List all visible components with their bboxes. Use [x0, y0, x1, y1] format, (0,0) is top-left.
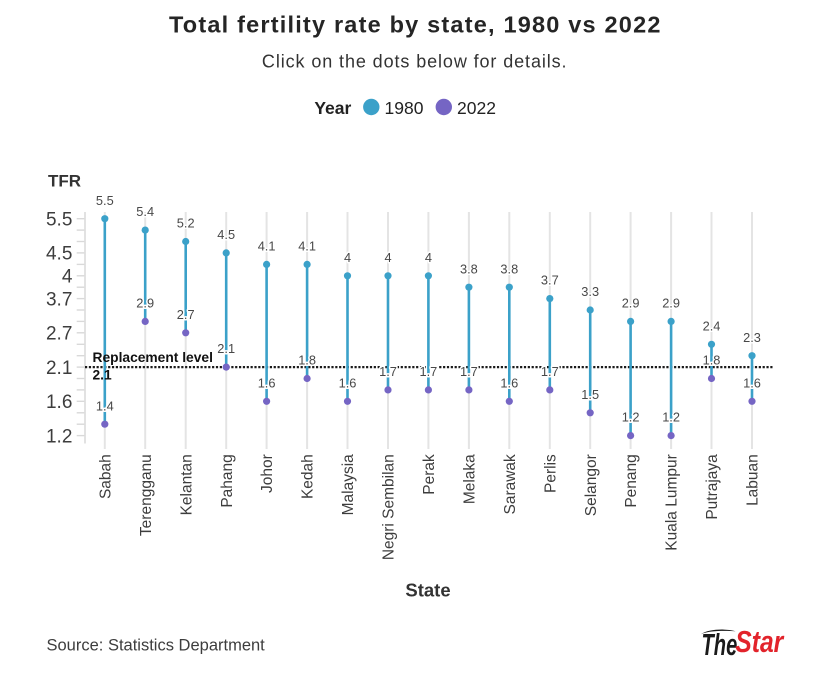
svg-text:Perlis: Perlis [542, 454, 559, 493]
svg-text:Pahang: Pahang [219, 454, 236, 507]
svg-text:TFR: TFR [48, 172, 81, 191]
svg-text:2.3: 2.3 [743, 330, 761, 345]
svg-text:Terengganu: Terengganu [138, 454, 155, 536]
svg-text:2022: 2022 [457, 98, 496, 118]
svg-text:Penang: Penang [623, 454, 640, 507]
svg-text:1.7: 1.7 [420, 364, 438, 379]
svg-text:5.5: 5.5 [96, 193, 114, 208]
svg-text:1.8: 1.8 [298, 353, 316, 368]
svg-text:1.7: 1.7 [541, 364, 559, 379]
svg-text:Perak: Perak [421, 454, 438, 495]
svg-text:4.5: 4.5 [217, 227, 235, 242]
svg-text:Source: Statistics Department: Source: Statistics Department [47, 636, 266, 654]
svg-text:1.4: 1.4 [96, 398, 114, 413]
svg-text:2.7: 2.7 [46, 324, 72, 345]
svg-text:4: 4 [344, 250, 351, 265]
svg-text:2.1: 2.1 [93, 368, 113, 383]
svg-text:Total fertility rate by state,: Total fertility rate by state, 1980 vs 2… [169, 12, 662, 38]
svg-text:Kedah: Kedah [300, 454, 317, 499]
svg-text:2.1: 2.1 [46, 358, 72, 379]
svg-text:4: 4 [62, 267, 73, 288]
svg-text:The: The [702, 629, 738, 662]
svg-text:4.5: 4.5 [46, 244, 72, 265]
svg-text:2.9: 2.9 [136, 296, 154, 311]
svg-text:Kelantan: Kelantan [178, 454, 195, 515]
svg-text:4.1: 4.1 [298, 239, 316, 254]
svg-text:Johor: Johor [259, 454, 276, 493]
svg-text:Negri Sembilan: Negri Sembilan [381, 454, 398, 560]
svg-text:Replacement level: Replacement level [93, 350, 213, 365]
svg-text:3.8: 3.8 [460, 261, 478, 276]
svg-text:1.2: 1.2 [662, 410, 680, 425]
svg-text:1.8: 1.8 [703, 353, 721, 368]
svg-text:5.4: 5.4 [136, 204, 154, 219]
svg-text:2.9: 2.9 [662, 296, 680, 311]
svg-text:State: State [405, 580, 450, 601]
svg-text:Sabah: Sabah [97, 454, 114, 499]
svg-text:Star: Star [735, 625, 785, 659]
svg-text:1.2: 1.2 [46, 426, 72, 447]
svg-text:1.6: 1.6 [743, 375, 761, 390]
svg-text:Putrajaya: Putrajaya [704, 454, 721, 520]
svg-text:Labuan: Labuan [745, 454, 762, 506]
svg-text:Kuala Lumpur: Kuala Lumpur [664, 454, 681, 551]
svg-text:1.6: 1.6 [258, 375, 276, 390]
svg-text:Year: Year [314, 98, 351, 118]
svg-text:2.7: 2.7 [177, 307, 195, 322]
svg-text:2.1: 2.1 [217, 341, 235, 356]
svg-text:1980: 1980 [385, 98, 424, 118]
svg-text:Click on the dots below for de: Click on the dots below for details. [262, 51, 568, 71]
svg-text:3.7: 3.7 [541, 273, 559, 288]
svg-text:2.4: 2.4 [703, 318, 721, 333]
svg-text:2.9: 2.9 [622, 296, 640, 311]
svg-text:Sarawak: Sarawak [502, 454, 519, 515]
svg-text:1.6: 1.6 [500, 375, 518, 390]
svg-text:1.2: 1.2 [622, 410, 640, 425]
svg-text:1.7: 1.7 [379, 364, 397, 379]
svg-text:4.1: 4.1 [258, 239, 276, 254]
svg-text:4: 4 [384, 250, 391, 265]
svg-text:3.8: 3.8 [500, 261, 518, 276]
svg-text:4: 4 [425, 250, 432, 265]
svg-text:1.6: 1.6 [339, 375, 357, 390]
svg-text:3.3: 3.3 [581, 284, 599, 299]
svg-text:Selangor: Selangor [583, 454, 600, 516]
svg-text:Malaysia: Malaysia [340, 454, 357, 516]
svg-text:1.6: 1.6 [46, 392, 72, 413]
svg-text:3.7: 3.7 [46, 289, 72, 310]
svg-text:1.7: 1.7 [460, 364, 478, 379]
svg-text:Melaka: Melaka [462, 454, 479, 504]
svg-text:5.2: 5.2 [177, 216, 195, 231]
svg-text:5.5: 5.5 [46, 209, 72, 230]
svg-text:1.5: 1.5 [581, 387, 599, 402]
